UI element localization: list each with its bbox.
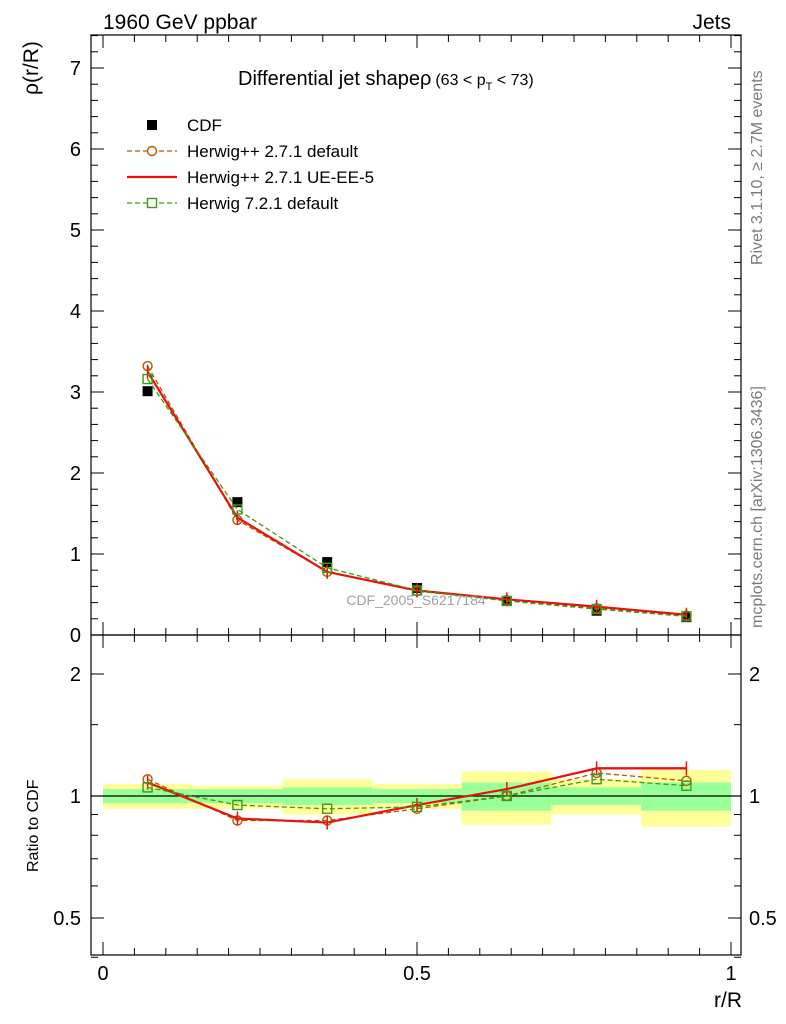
legend-label: CDF — [187, 116, 222, 135]
plot-title-sub-end: < 73) — [492, 72, 533, 89]
y-tick-label: 6 — [70, 139, 81, 161]
ratio-herwig7-default-point — [681, 780, 692, 791]
herwig7-default-point — [142, 373, 153, 385]
ratio-plot-panel: 0.5 0.5 1 1 2 2 0 0.5 1 — [53, 634, 777, 985]
herwig7-default-point — [591, 603, 602, 615]
ratio-y-tick-label-left: 2 — [70, 664, 81, 686]
herwig7-default-point — [501, 595, 513, 607]
legend: CDF Herwig++ 2.7.1 default Herwig++ 2.7.1 … — [127, 116, 374, 213]
cdf-data-point — [142, 386, 153, 397]
herwig7-default-point — [411, 585, 423, 596]
x-axis-label: r/R — [714, 989, 742, 1012]
y-tick-label: 1 — [70, 544, 81, 566]
herwig7-default-point — [232, 504, 243, 515]
herwig7-default-point — [681, 611, 692, 622]
y-tick-label: 5 — [70, 220, 81, 242]
header-left: 1960 GeV ppbar — [103, 11, 257, 34]
plot-title-sub-index: T — [486, 81, 493, 93]
y-tick-label: 4 — [70, 301, 81, 323]
ratio-y-tick-label-right: 2 — [749, 664, 760, 686]
x-tick-label: 0.5 — [403, 963, 431, 985]
herwig7-default-point — [321, 562, 333, 573]
side-label-bottom: mcplots.cern.ch [arXiv:1306.3436] — [749, 386, 766, 628]
ratio-y-tick-label-right: 0.5 — [749, 908, 777, 930]
y-axis-label-top: ρ(r/R) — [20, 41, 43, 95]
legend-label: Herwig++ 2.7.1 default — [187, 142, 358, 161]
ratio-herwig7-default-point — [142, 782, 153, 793]
line-dashed-circle — [147, 365, 687, 617]
header-right: Jets — [692, 11, 731, 34]
plot-title-main: Differential jet shapeρ — [238, 68, 431, 90]
main-plot-panel: 0 1 2 3 4 5 6 7 — [70, 34, 742, 647]
legend-label: Herwig 7.2.1 default — [187, 194, 338, 213]
legend-marker-square — [146, 197, 158, 209]
ratio-y-tick-label-left: 0.5 — [53, 908, 81, 930]
ratio-herwig7-default-line — [147, 778, 687, 810]
ratio-herwig7-default-point — [501, 790, 513, 802]
x-tick-label: 0 — [97, 963, 108, 985]
ratio-herwig7-default-point — [321, 803, 333, 814]
line-dashed-square — [147, 378, 687, 618]
legend-label: Herwig++ 2.7.1 UE-EE-5 — [187, 168, 374, 187]
ratio-frame — [90, 634, 742, 956]
line-ue-ee-5 — [146, 371, 687, 616]
x-tick-label: 1 — [725, 963, 736, 985]
y-tick-label: 7 — [70, 58, 81, 80]
watermark: CDF_2005_S6217184 — [346, 592, 486, 608]
ratio-herwig7-default-point — [411, 801, 423, 813]
legend-marker-circle — [146, 145, 158, 157]
ratio-y-tick-label-left: 1 — [70, 786, 81, 808]
ratio-y-tick-label-right: 1 — [749, 786, 760, 808]
ratio-herwig7-default-point — [591, 774, 602, 785]
plot-title-sub: (63 < p — [435, 72, 485, 89]
plot-title: Differential jet shapeρ (63 < pT < 73) — [238, 68, 534, 93]
legend-marker-cdf — [147, 120, 157, 130]
y-tick-label: 2 — [70, 463, 81, 485]
cdf-data-point — [322, 557, 333, 568]
ratio-herwig7-default-point — [232, 799, 243, 811]
y-tick-label: 0 — [70, 625, 81, 647]
y-axis-label-ratio: Ratio to CDF — [25, 779, 42, 872]
y-tick-label: 3 — [70, 382, 81, 404]
cdf-data-point — [232, 497, 243, 508]
side-label-top: Rivet 3.1.10, ≥ 2.7M events — [749, 70, 766, 265]
